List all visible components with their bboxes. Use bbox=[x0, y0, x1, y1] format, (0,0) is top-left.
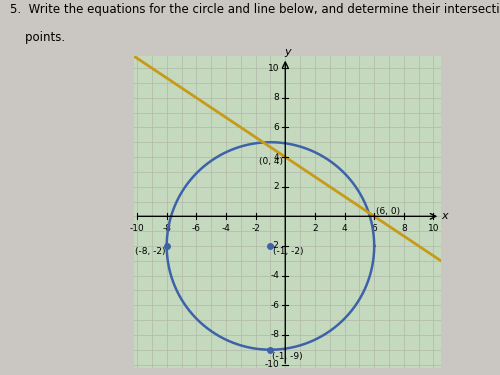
Text: (-1, -2): (-1, -2) bbox=[274, 248, 304, 256]
Text: 4: 4 bbox=[342, 224, 347, 233]
Text: -2: -2 bbox=[251, 224, 260, 233]
Text: (-8, -2): (-8, -2) bbox=[134, 248, 165, 256]
Text: -4: -4 bbox=[222, 224, 230, 233]
Text: 2: 2 bbox=[312, 224, 318, 233]
Text: -2: -2 bbox=[270, 242, 280, 250]
Text: y: y bbox=[284, 47, 291, 57]
Text: 10: 10 bbox=[428, 224, 439, 233]
Text: -10: -10 bbox=[264, 360, 280, 369]
Text: 4: 4 bbox=[274, 153, 280, 162]
Text: -8: -8 bbox=[270, 330, 280, 339]
Text: (-1, -9): (-1, -9) bbox=[272, 352, 302, 361]
Text: points.: points. bbox=[10, 32, 65, 45]
Text: 2: 2 bbox=[274, 182, 280, 191]
Text: -4: -4 bbox=[270, 271, 280, 280]
Text: 6: 6 bbox=[274, 123, 280, 132]
Text: x: x bbox=[442, 211, 448, 221]
Text: 8: 8 bbox=[274, 93, 280, 102]
Text: -6: -6 bbox=[270, 301, 280, 310]
Text: -10: -10 bbox=[130, 224, 144, 233]
Text: 8: 8 bbox=[401, 224, 406, 233]
Text: -6: -6 bbox=[192, 224, 201, 233]
Text: 10: 10 bbox=[268, 64, 280, 73]
Text: (0, 4): (0, 4) bbox=[259, 157, 283, 166]
Text: 6: 6 bbox=[372, 224, 377, 233]
Text: -8: -8 bbox=[162, 224, 171, 233]
Text: (6, 0): (6, 0) bbox=[376, 207, 400, 216]
Text: 5.  Write the equations for the circle and line below, and determine their inter: 5. Write the equations for the circle an… bbox=[10, 3, 500, 16]
